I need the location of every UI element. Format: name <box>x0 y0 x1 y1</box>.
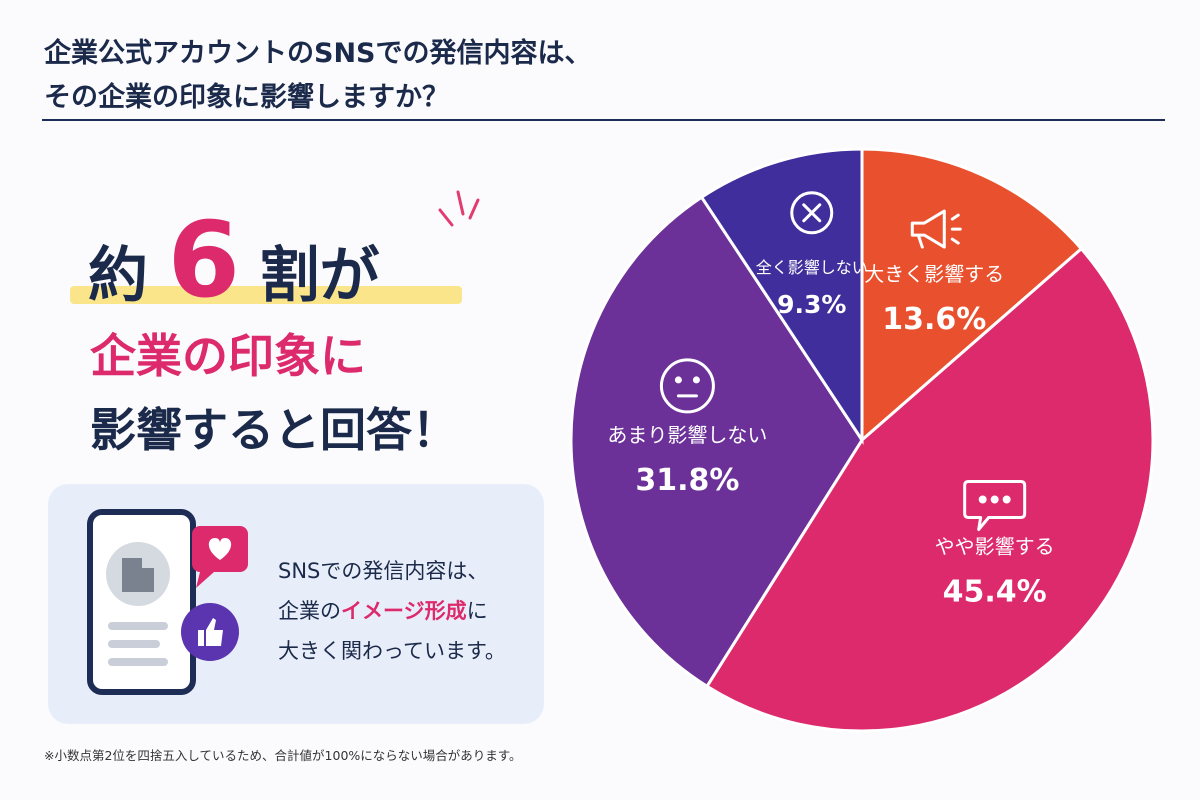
pie-chart: 大きく影響する 13.6% やや影響する 45.4% あまり影響しない 31.8% 全く影響… <box>569 147 1155 733</box>
headline: 約 6 割が <box>88 199 380 321</box>
slice-label: やや影響する <box>935 535 1055 559</box>
slice-value: 31.8% <box>635 463 739 498</box>
title-line: 企業公式アカウントのSNSでの発信内容は、 <box>44 37 592 69</box>
slice-label: 全く影響しない <box>756 258 868 277</box>
icon-part <box>802 203 822 223</box>
slice-value: 45.4% <box>943 575 1047 610</box>
icon-part <box>659 358 715 414</box>
title-line: その企業の印象に影響しますか？ <box>44 81 449 113</box>
icon-part <box>692 376 700 384</box>
pie-slice <box>699 147 864 445</box>
icon-part <box>790 191 834 235</box>
icon-part <box>950 213 962 245</box>
headline-part: 約 <box>88 241 148 311</box>
slice-icon <box>659 358 715 414</box>
card-text: SNSでの発信内容は、 <box>278 559 488 583</box>
slice-icon <box>790 191 834 235</box>
slice-value: 13.6% <box>882 302 986 337</box>
highlight <box>70 286 462 304</box>
footnote: ※小数点第2位を四捨五入しているため、合計値が100%にならない場合があります。 <box>44 748 522 763</box>
card-text-part: に <box>467 599 488 623</box>
headline-part: 割が <box>260 241 380 311</box>
card-text: 大きく関わっています。 <box>278 639 506 663</box>
headline-number: 6 <box>168 199 240 321</box>
icon-part <box>990 495 999 504</box>
pie-slice <box>569 195 864 689</box>
icon-part <box>963 480 1027 532</box>
phone-illustration <box>87 509 248 695</box>
card-emphasis: イメージ形成 <box>341 599 467 623</box>
pie-slice <box>704 246 1155 733</box>
slice-label: 大きく影響する <box>864 262 1004 286</box>
sparkle <box>438 190 480 227</box>
slice-icon <box>910 209 962 249</box>
icon-part <box>978 495 987 504</box>
slice-value: 9.3% <box>777 290 846 319</box>
slice-label: あまり影響しない <box>607 423 767 447</box>
headline-line: 企業の印象に <box>90 329 366 383</box>
slice-icon <box>963 480 1027 532</box>
headline-line: 影響すると回答！ <box>90 403 458 457</box>
icon-part <box>674 376 682 384</box>
card-text-part: 企業の <box>278 599 341 623</box>
card-text: 企業のイメージ形成に <box>278 599 488 623</box>
icon-part <box>1002 495 1011 504</box>
icon-part <box>910 209 946 249</box>
